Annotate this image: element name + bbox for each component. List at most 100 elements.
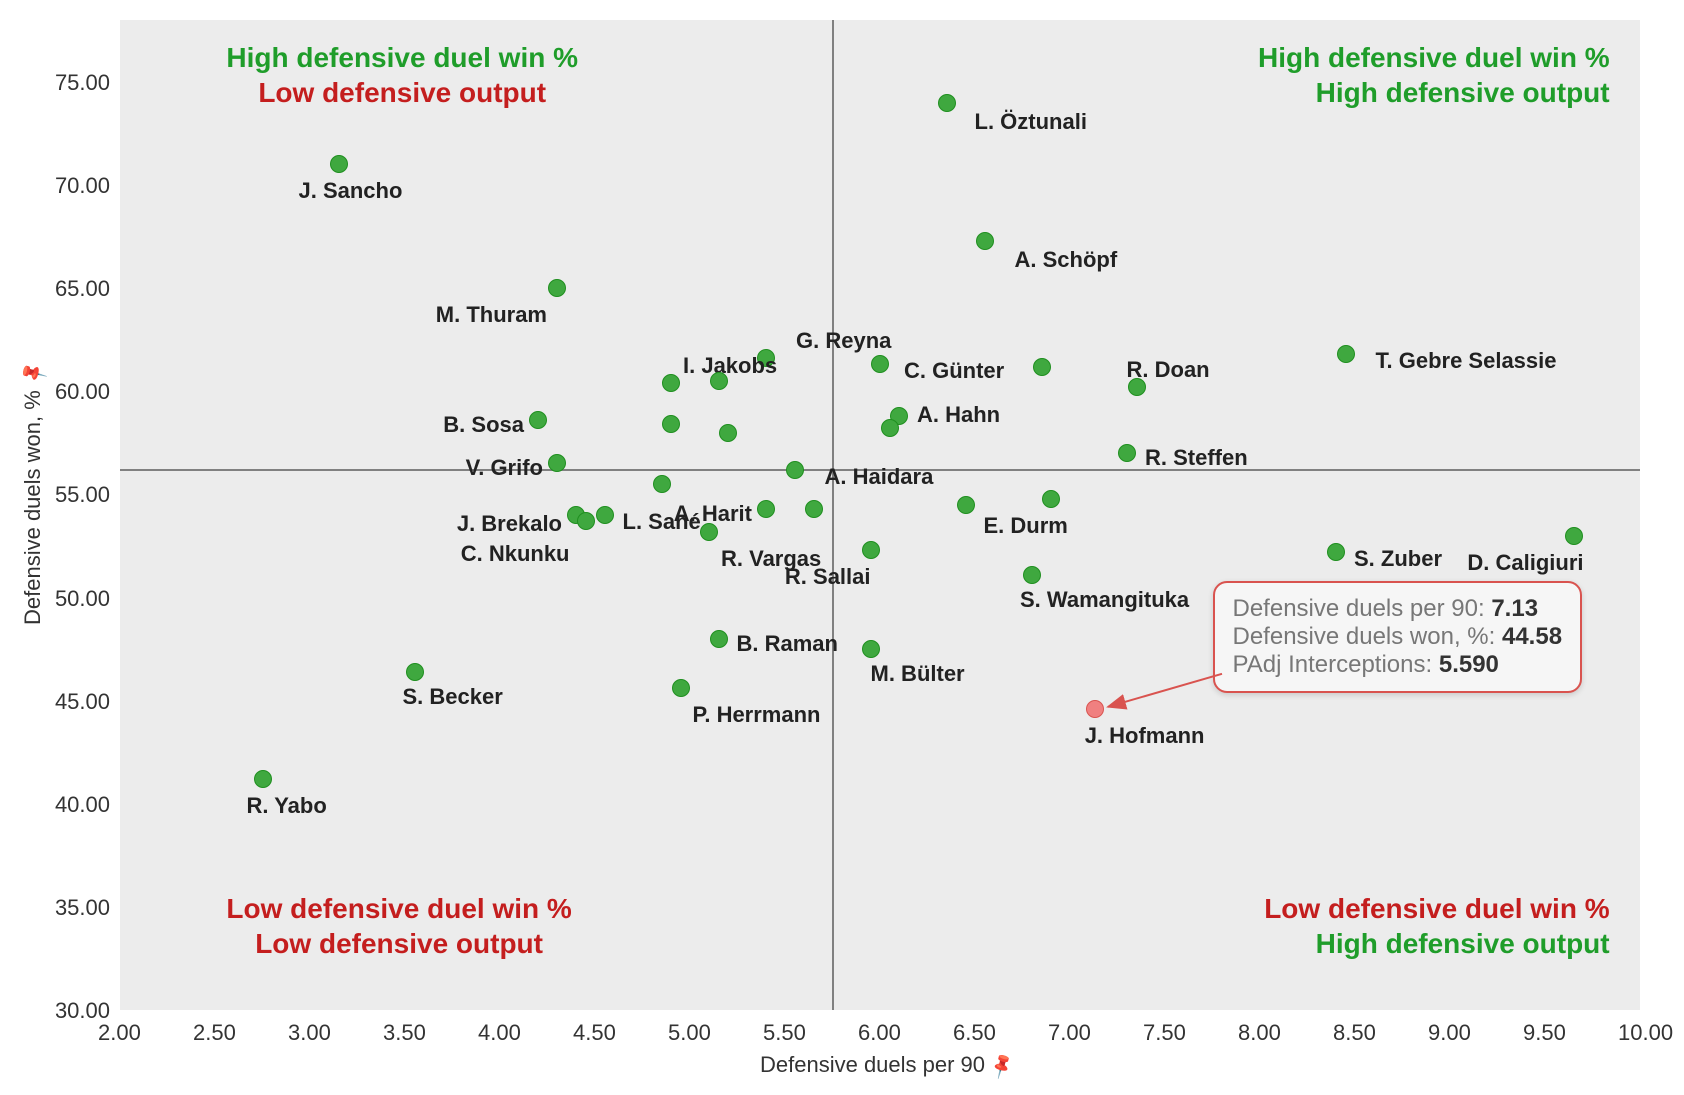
quadrant-label-top_left: High defensive duel win %Low defensive o… <box>226 40 578 110</box>
data-point-label: L. Öztunali <box>975 109 1087 135</box>
x-tick-label: 9.00 <box>1428 1020 1471 1046</box>
data-point[interactable] <box>871 355 889 373</box>
data-point-label: J. Brekalo <box>457 511 562 537</box>
data-point-label: B. Raman <box>737 631 838 657</box>
data-point[interactable] <box>406 663 424 681</box>
data-point[interactable] <box>719 424 737 442</box>
data-point[interactable] <box>1033 358 1051 376</box>
data-point-label: L. Sané <box>623 509 701 535</box>
y-tick-label: 35.00 <box>50 895 110 921</box>
data-point[interactable] <box>957 496 975 514</box>
x-axis-title: Defensive duels per 90📌 <box>760 1052 1013 1078</box>
data-point-label: P. Herrmann <box>693 702 821 728</box>
x-tick-label: 8.50 <box>1333 1020 1376 1046</box>
data-point[interactable] <box>577 512 595 530</box>
y-tick-label: 45.00 <box>50 689 110 715</box>
data-point-label: S. Becker <box>403 684 503 710</box>
data-point[interactable] <box>786 461 804 479</box>
data-point-label: M. Bülter <box>871 661 965 687</box>
y-axis-title: Defensive duels won, %📌 <box>20 362 46 625</box>
data-point[interactable] <box>662 415 680 433</box>
x-tick-label: 8.00 <box>1238 1020 1281 1046</box>
x-tick-label: 4.50 <box>573 1020 616 1046</box>
x-tick-label: 6.00 <box>858 1020 901 1046</box>
scatter-chart: 2.002.503.003.504.004.505.005.506.006.50… <box>0 0 1684 1095</box>
x-tick-label: 5.50 <box>763 1020 806 1046</box>
x-tick-label: 3.00 <box>288 1020 331 1046</box>
data-point[interactable] <box>662 374 680 392</box>
data-point[interactable] <box>805 500 823 518</box>
data-point[interactable] <box>1042 490 1060 508</box>
y-tick-label: 75.00 <box>50 70 110 96</box>
y-tick-label: 65.00 <box>50 276 110 302</box>
data-point-label: A. Hahn <box>917 402 1000 428</box>
data-point[interactable] <box>672 679 690 697</box>
x-tick-label: 7.50 <box>1143 1020 1186 1046</box>
data-point[interactable] <box>1023 566 1041 584</box>
data-point-label: E. Durm <box>984 513 1068 539</box>
y-tick-label: 55.00 <box>50 482 110 508</box>
x-tick-label: 9.50 <box>1523 1020 1566 1046</box>
data-point[interactable] <box>1086 700 1104 718</box>
pin-icon: 📌 <box>987 1051 1017 1080</box>
data-point[interactable] <box>1118 444 1136 462</box>
quadrant-label-bot_right: Low defensive duel win %High defensive o… <box>1264 891 1609 961</box>
y-tick-label: 40.00 <box>50 792 110 818</box>
data-point[interactable] <box>548 454 566 472</box>
data-point[interactable] <box>254 770 272 788</box>
data-point[interactable] <box>529 411 547 429</box>
data-point[interactable] <box>596 506 614 524</box>
x-tick-label: 5.00 <box>668 1020 711 1046</box>
data-point[interactable] <box>938 94 956 112</box>
plot-area <box>120 20 1640 1010</box>
data-point[interactable] <box>548 279 566 297</box>
y-tick-label: 70.00 <box>50 173 110 199</box>
data-point-label: D. Caligiuri <box>1467 550 1583 576</box>
data-point[interactable] <box>330 155 348 173</box>
data-point-label: M. Thuram <box>436 302 547 328</box>
tooltip-line: Defensive duels per 90: 7.13 <box>1233 595 1563 623</box>
data-point-label: J. Sancho <box>299 178 403 204</box>
data-point[interactable] <box>700 523 718 541</box>
data-point-label: J. Hofmann <box>1085 723 1205 749</box>
data-point-label: C. Günter <box>904 358 1004 384</box>
data-point-label: R. Doan <box>1127 357 1210 383</box>
data-point-label: A. Haidara <box>825 464 934 490</box>
data-point[interactable] <box>976 232 994 250</box>
x-tick-label: 2.50 <box>193 1020 236 1046</box>
data-point-label: I. Jakobs <box>683 353 777 379</box>
data-point-label: A. Schöpf <box>1015 247 1118 273</box>
data-point[interactable] <box>653 475 671 493</box>
data-point-label: C. Nkunku <box>461 541 570 567</box>
data-point-label: G. Reyna <box>796 328 891 354</box>
data-point[interactable] <box>710 630 728 648</box>
y-tick-label: 50.00 <box>50 586 110 612</box>
data-point[interactable] <box>862 541 880 559</box>
vertical-reference-line <box>832 20 834 1010</box>
data-point-label: S. Wamangituka <box>1020 587 1189 613</box>
pin-icon: 📌 <box>19 358 48 388</box>
x-tick-label: 6.50 <box>953 1020 996 1046</box>
y-tick-label: 60.00 <box>50 379 110 405</box>
data-point[interactable] <box>1337 345 1355 363</box>
tooltip-line: PAdj Interceptions: 5.590 <box>1233 651 1563 679</box>
data-point[interactable] <box>862 640 880 658</box>
data-point[interactable] <box>881 419 899 437</box>
quadrant-label-bot_left: Low defensive duel win %Low defensive ou… <box>226 891 571 961</box>
data-point-label: R. Sallai <box>785 564 871 590</box>
data-point[interactable] <box>757 500 775 518</box>
data-point-label: V. Grifo <box>466 455 543 481</box>
data-point[interactable] <box>1327 543 1345 561</box>
data-point[interactable] <box>710 372 728 390</box>
x-tick-label: 7.00 <box>1048 1020 1091 1046</box>
x-tick-label: 3.50 <box>383 1020 426 1046</box>
y-tick-label: 30.00 <box>50 998 110 1024</box>
data-point-label: R. Yabo <box>247 793 327 819</box>
data-point-label: B. Sosa <box>443 412 524 438</box>
quadrant-label-top_right: High defensive duel win %High defensive … <box>1258 40 1610 110</box>
data-point[interactable] <box>1565 527 1583 545</box>
data-point-label: S. Zuber <box>1354 546 1442 572</box>
tooltip: Defensive duels per 90: 7.13Defensive du… <box>1213 581 1583 693</box>
x-tick-label: 4.00 <box>478 1020 521 1046</box>
data-point-label: R. Steffen <box>1145 445 1248 471</box>
